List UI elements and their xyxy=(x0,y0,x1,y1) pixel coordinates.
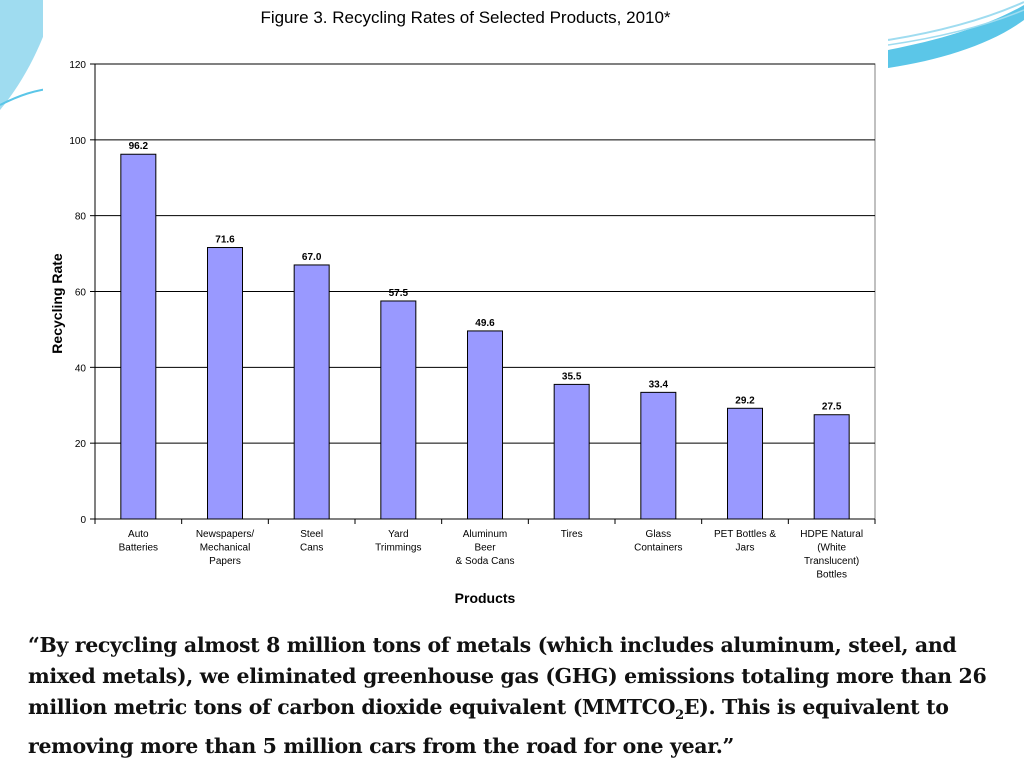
x-tick-label: PET Bottles & Jars xyxy=(714,529,776,554)
data-label: 33.4 xyxy=(649,379,669,390)
caption-text-after: E). This is equivalent to removing more … xyxy=(28,695,949,759)
right-swoosh-line-2 xyxy=(887,9,1024,46)
bar xyxy=(120,153,157,520)
data-label: 29.2 xyxy=(735,395,755,406)
x-tick-label: HDPE Natural (White Translucent) Bottles xyxy=(800,529,863,581)
right-swoosh-line-1 xyxy=(887,1,1024,41)
x-tick-label: Newspapers/Mechanical Papers xyxy=(196,529,255,567)
bar xyxy=(640,391,677,520)
data-label: 71.6 xyxy=(215,235,235,246)
bar xyxy=(813,414,850,520)
caption-subscript: 2 xyxy=(675,708,684,724)
data-label: 49.6 xyxy=(475,318,495,329)
y-axis-title: Recycling Rate xyxy=(49,253,65,354)
bar xyxy=(380,300,417,520)
y-tick-label: 80 xyxy=(75,212,87,223)
data-label: 57.5 xyxy=(389,288,409,299)
quote-caption: “By recycling almost 8 million tons of m… xyxy=(28,630,998,762)
x-tick-label: Glass Containers xyxy=(634,529,682,554)
bar xyxy=(293,264,330,520)
x-axis-title: Products xyxy=(455,590,516,606)
x-tick-label: Tires xyxy=(561,529,583,540)
y-tick-label: 40 xyxy=(75,363,87,374)
data-label: 96.2 xyxy=(129,141,149,152)
data-label: 35.5 xyxy=(562,371,582,382)
caption-text-before: “By recycling almost 8 million tons of m… xyxy=(28,633,987,719)
y-tick-label: 100 xyxy=(69,136,86,147)
bar xyxy=(467,330,503,520)
x-tick-label: Steel Cans xyxy=(300,529,323,554)
data-label: 67.0 xyxy=(302,252,322,263)
bar xyxy=(553,383,590,520)
x-tick-label: Yard Trimmings xyxy=(375,529,421,554)
chart-title: Figure 3. Recycling Rates of Selected Pr… xyxy=(260,8,671,27)
y-tick-label: 60 xyxy=(75,288,87,299)
bar xyxy=(207,247,243,520)
y-tick-label: 0 xyxy=(80,515,86,526)
y-tick-label: 120 xyxy=(69,60,86,71)
data-label: 27.5 xyxy=(822,402,842,413)
x-tick-label: Aluminum Beer & Soda Cans xyxy=(456,529,515,567)
bar-chart: 0 20 40 60 80 100 120 96.2 Auto Batteries 71.6 News… xyxy=(49,60,876,606)
chart-panel: Figure 3. Recycling Rates of Selected Pr… xyxy=(43,0,888,615)
x-tick-label: Auto Batteries xyxy=(119,529,158,554)
right-swoosh xyxy=(888,0,1024,68)
bar xyxy=(727,407,763,520)
y-tick-label: 20 xyxy=(75,439,87,450)
